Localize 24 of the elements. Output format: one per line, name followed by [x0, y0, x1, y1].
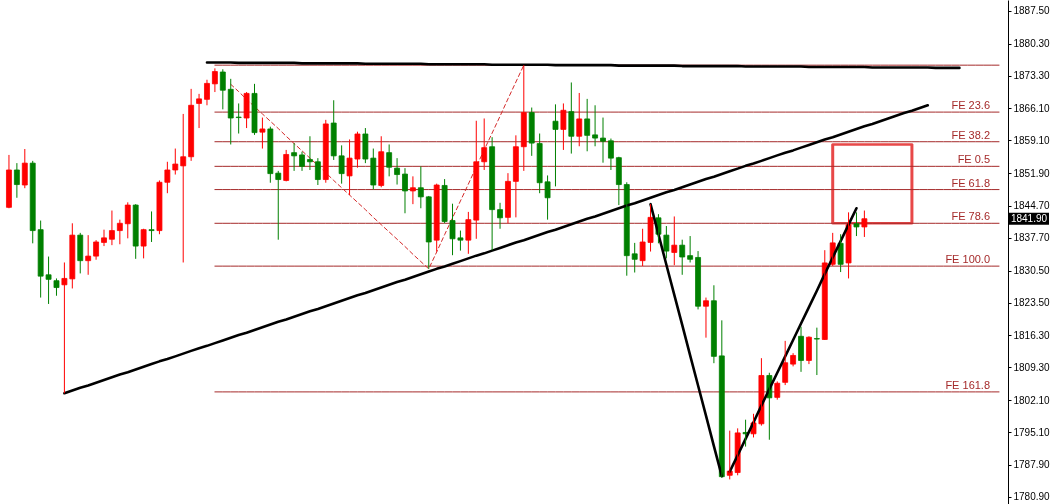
- y-tick-label: 1844.70: [1013, 200, 1051, 212]
- series-label: FE 161.8: [945, 378, 991, 391]
- y-tick-label: 1851.90: [1013, 167, 1051, 179]
- y-tick-label: 1795.10: [1013, 426, 1051, 438]
- y-tick-label: 1887.50: [1013, 5, 1051, 17]
- text: 1841.90: [1010, 212, 1048, 224]
- series-label: FE 61.8: [951, 176, 991, 189]
- y-tick-label: 1866.10: [1013, 102, 1051, 114]
- y-tick-label: 1802.10: [1013, 394, 1051, 406]
- y-tick-label: 1830.50: [1013, 265, 1051, 277]
- y-tick-label: 1880.30: [1013, 38, 1051, 50]
- y-tick-label: 1780.90: [1013, 491, 1051, 503]
- series-label: FE 0.5: [957, 153, 991, 166]
- y-tick-label: 1837.70: [1013, 232, 1051, 244]
- y-tick-label: 1859.10: [1013, 134, 1051, 146]
- y-tick-label: 1823.50: [1013, 297, 1051, 309]
- series-label: FE 100.0: [945, 253, 991, 266]
- series-label: FE 38.2: [951, 128, 991, 141]
- y-tick-label: 1816.30: [1013, 329, 1051, 341]
- y-tick-label: 1873.30: [1013, 70, 1051, 82]
- series-label: FE 78.6: [951, 210, 991, 223]
- y-tick-label: 1787.90: [1013, 459, 1051, 471]
- y-tick-label: 1809.30: [1013, 361, 1051, 373]
- series-label: FE 23.6: [951, 99, 991, 112]
